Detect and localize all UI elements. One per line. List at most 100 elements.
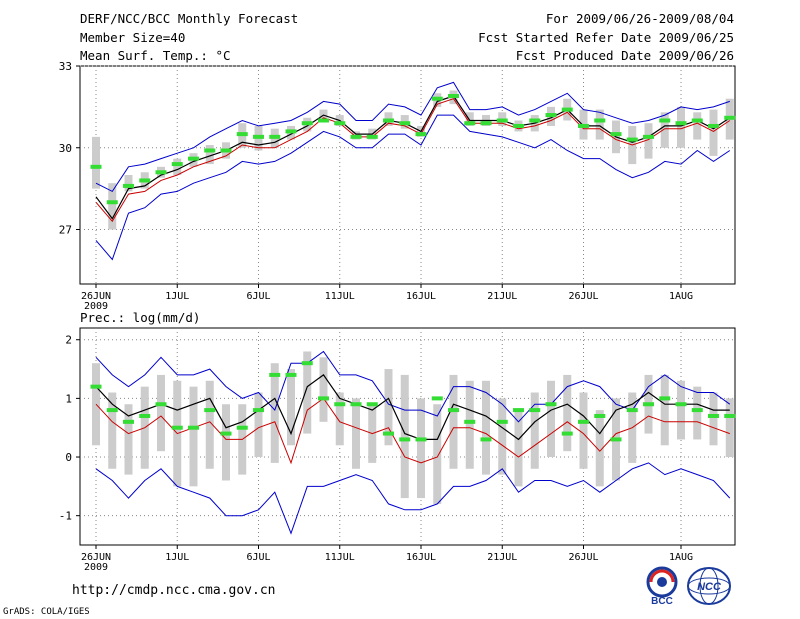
p1-range-box	[465, 380, 474, 469]
p0-marker	[171, 162, 183, 167]
p1-range-box	[530, 392, 539, 469]
p0-marker	[204, 148, 216, 153]
p0-marker	[399, 121, 411, 126]
p1-range-box	[563, 374, 572, 452]
p1-range-box	[660, 374, 669, 446]
p1-range-box	[287, 369, 295, 446]
p0-marker	[659, 118, 671, 123]
p1-marker	[236, 425, 248, 430]
p1-range-box	[449, 374, 458, 469]
p0-ytick-label: 33	[59, 60, 72, 73]
p0-marker	[155, 170, 167, 175]
p1-marker	[659, 396, 671, 401]
p1-range-box	[482, 380, 490, 475]
p1-ytick-label: 0	[65, 451, 72, 464]
p1-marker	[90, 384, 102, 389]
p0-range-box	[465, 112, 474, 126]
p0-frame	[79, 65, 736, 285]
p0-marker	[724, 115, 736, 120]
p1-marker	[285, 372, 297, 377]
p1-range-box	[547, 380, 555, 458]
p1-range-box	[319, 357, 328, 422]
p1-marker	[383, 431, 394, 436]
p1-range-box	[417, 398, 425, 499]
p1-marker	[155, 402, 167, 407]
p1-marker	[366, 402, 378, 407]
p1-marker	[480, 437, 492, 442]
p1-marker	[399, 437, 411, 442]
p1-marker	[561, 431, 573, 436]
p1-marker	[578, 419, 589, 424]
p0-range-box	[92, 136, 100, 189]
p1-marker	[204, 408, 216, 413]
p1-marker	[724, 413, 736, 418]
p1-marker	[431, 396, 443, 401]
p0-median-line	[95, 98, 731, 223]
p1-marker	[269, 372, 281, 377]
p1-marker	[691, 408, 703, 413]
p0-marker	[545, 113, 557, 118]
p1-xtick-label: 1AUG	[669, 552, 693, 563]
p1-range-box	[677, 380, 685, 440]
p0-marker	[578, 123, 589, 128]
p1-range-box	[108, 392, 117, 469]
p0-marker	[529, 118, 541, 123]
p0-min-line	[95, 114, 731, 261]
p1-range-box	[335, 392, 344, 446]
variable-label: Mean Surf. Temp.: °C	[80, 48, 231, 63]
p1-marker	[350, 402, 362, 407]
p0-marker	[464, 121, 476, 126]
p1-marker	[334, 402, 346, 407]
p0-marker	[675, 121, 687, 126]
p1-ytick-label: 2	[65, 334, 72, 347]
p1-marker	[253, 408, 264, 413]
p0-marker	[383, 118, 394, 123]
p0-marker	[350, 134, 362, 139]
p0-xtick-label: 1AUG	[669, 291, 693, 302]
p1-mean-line	[95, 374, 730, 441]
p0-marker	[188, 156, 199, 161]
p1-range-box	[254, 392, 263, 458]
p0-marker	[285, 129, 297, 134]
grads-credit: GrADS: COLA/IGES	[3, 607, 90, 617]
p0-mean-line	[95, 95, 731, 220]
p1-marker	[188, 425, 199, 430]
p0-xtick-label: 16JUL	[406, 291, 436, 302]
p0-range-box	[124, 175, 133, 192]
p0-marker	[106, 200, 118, 205]
p0-ytick-label: 30	[59, 142, 72, 155]
p0-range-box	[173, 158, 182, 175]
p1-range-box	[124, 404, 133, 475]
ncc-logo: NCC	[687, 567, 731, 605]
ncc-logo-text: NCC	[697, 581, 722, 593]
p1-marker	[545, 402, 557, 407]
source-url[interactable]: http://cmdp.ncc.cma.gov.cn	[72, 583, 276, 598]
p1-range-box	[725, 398, 734, 458]
p0-xtick-label: 26JUN	[81, 291, 111, 302]
p0-xtick-label: 6JUL	[246, 291, 270, 302]
p0-range-box	[709, 109, 718, 156]
p1-range-box	[709, 392, 718, 446]
p1-marker	[643, 402, 654, 407]
p0-marker	[513, 123, 524, 128]
p0-xtick-label: 1JUL	[165, 291, 189, 302]
p1-marker	[626, 408, 638, 413]
bcc-logo-text: BCC	[651, 596, 673, 606]
p1-range-box	[205, 380, 214, 469]
p0-range-box	[205, 145, 214, 165]
p1-range-box	[514, 410, 523, 487]
p1-range-box	[384, 369, 393, 446]
p0-xtick-year: 2009	[84, 301, 108, 312]
p1-marker	[496, 419, 508, 424]
p1-marker	[464, 419, 476, 424]
chart-title: DERF/NCC/BCC Monthly Forecast	[80, 11, 299, 26]
p0-ytick-label: 27	[59, 224, 72, 237]
p0-marker	[594, 118, 606, 123]
p0-marker	[561, 107, 573, 112]
p1-median-line	[95, 397, 730, 465]
p0-marker	[448, 93, 459, 98]
p0-marker	[236, 132, 248, 137]
bcc-logo: BCC	[646, 566, 678, 606]
p1-xtick-label: 21JUL	[487, 552, 517, 563]
member-size: Member Size=40	[80, 30, 186, 45]
